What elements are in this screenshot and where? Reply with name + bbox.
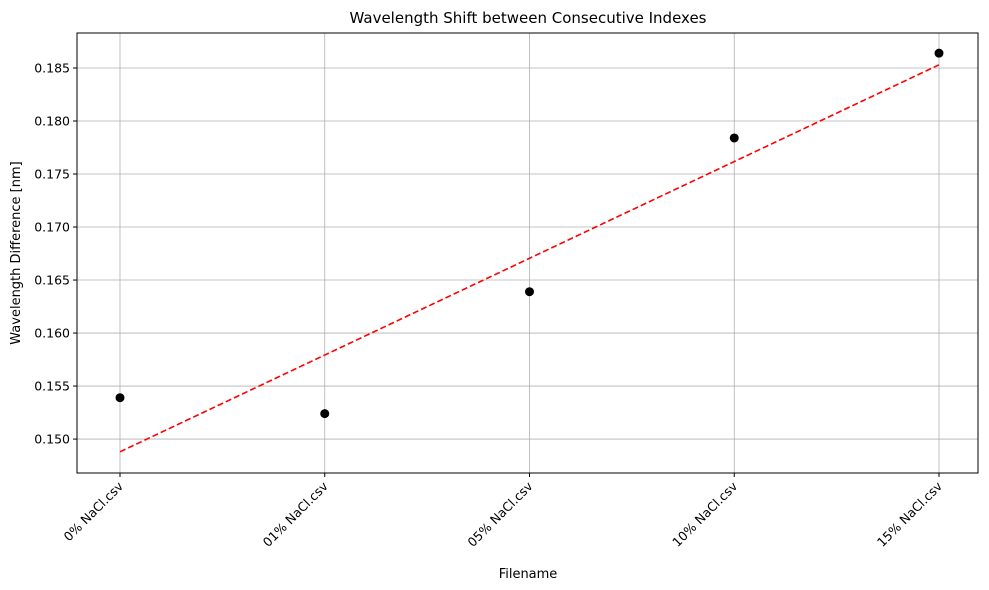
- data-point: [729, 133, 739, 143]
- y-tick-label: 0.160: [34, 326, 70, 341]
- chart-title: Wavelength Shift between Consecutive Ind…: [350, 9, 707, 27]
- y-tick-label: 0.165: [34, 273, 70, 288]
- y-tick-label: 0.175: [34, 167, 70, 182]
- data-point: [525, 287, 534, 297]
- data-point: [115, 393, 125, 403]
- y-axis-label: Wavelength Difference [nm]: [9, 161, 24, 344]
- y-tick-label: 0.185: [34, 60, 70, 75]
- x-tick-label: 10% NaCl.csv: [669, 478, 741, 550]
- data-point: [320, 409, 330, 419]
- x-axis: 0% NaCl.csv 01% NaCl.csv 05% NaCl.csv 10% N…: [61, 473, 946, 550]
- trendline: [119, 64, 940, 453]
- data-point: [934, 48, 944, 58]
- x-tick-label: 05% NaCl.csv: [464, 478, 536, 550]
- grid: [77, 33, 978, 473]
- x-tick-label: 15% NaCl.csv: [874, 478, 946, 550]
- x-tick-label: 0% NaCl.csv: [61, 478, 127, 544]
- y-tick-label: 0.155: [34, 379, 70, 394]
- plot-frame: [76, 32, 979, 474]
- trendline-layer: [119, 64, 940, 453]
- x-tick-label: 01% NaCl.csv: [260, 478, 332, 550]
- y-axis: 0.150 0.155 0.160 0.165 0.170 0.175 0.180 0.185: [34, 60, 77, 447]
- y-tick-label: 0.150: [34, 432, 70, 447]
- y-tick-label: 0.170: [34, 220, 70, 235]
- x-axis-label: Filename: [499, 567, 558, 582]
- data-points: [115, 48, 944, 419]
- y-tick-label: 0.180: [34, 114, 70, 129]
